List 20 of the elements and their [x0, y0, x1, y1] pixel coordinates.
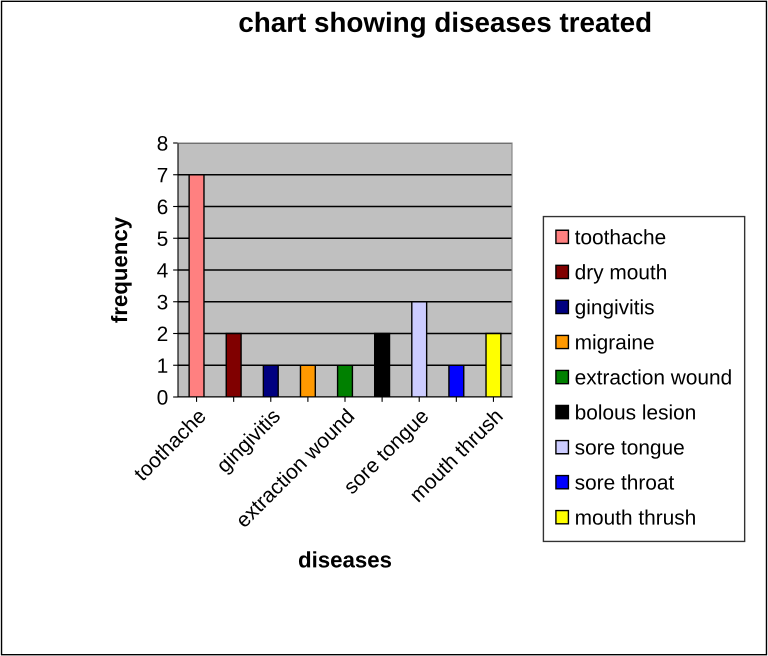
chart-title: chart showing diseases treated [239, 12, 650, 38]
legend-label: dry mouth [576, 264, 666, 284]
y-tick-label: 3 [157, 294, 168, 310]
legend-label: sore throat [575, 474, 674, 490]
legend-label: gingivitis [576, 299, 654, 319]
x-axis-title: diseases [298, 551, 392, 568]
y-tick-label: 0 [158, 390, 168, 405]
y-tick-label: 1 [158, 358, 168, 373]
y-tick-label: 6 [158, 200, 168, 214]
legend-label: toothache [574, 229, 666, 244]
legend-label: extraction wound [576, 369, 731, 385]
y-tick-label: 8 [158, 136, 168, 151]
y-axis-title: frequency [110, 217, 132, 323]
y-tick-label: 7 [158, 168, 168, 182]
y-tick-label: 2 [158, 326, 168, 342]
legend-label: migraine [576, 334, 654, 354]
legend-label: bolous lesion [576, 404, 695, 420]
y-tick-label: 4 [157, 263, 168, 278]
y-tick-label: 5 [158, 231, 168, 246]
legend-label: mouth thrush [576, 509, 695, 525]
